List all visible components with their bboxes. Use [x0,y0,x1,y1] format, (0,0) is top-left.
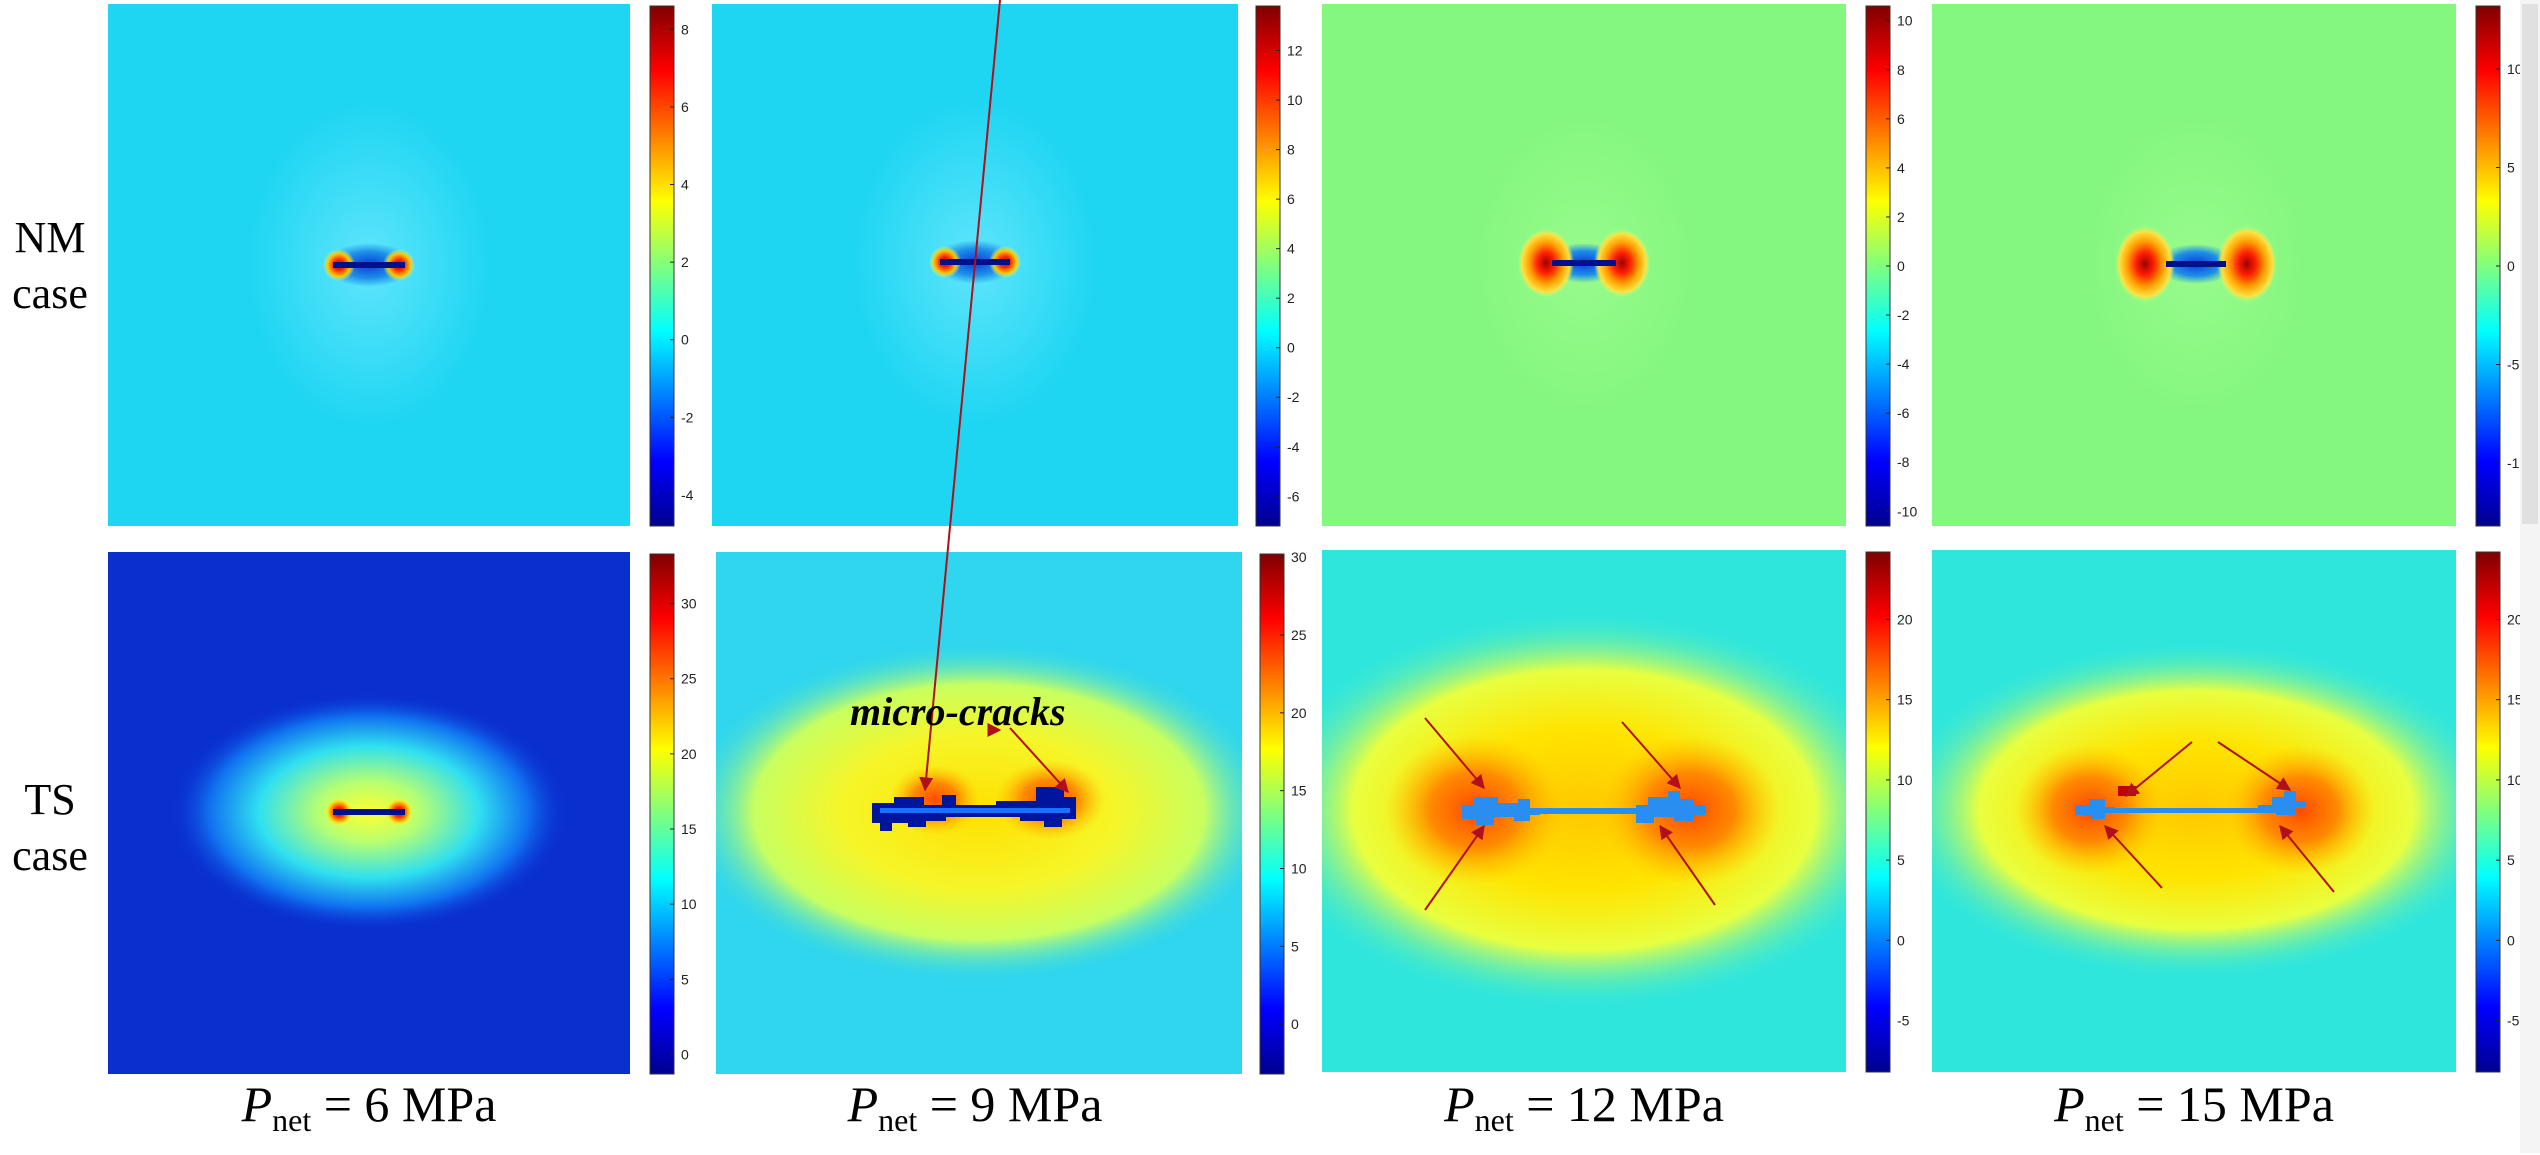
colorbar-tick-label: 2 [681,254,689,270]
pnet-label-6: Pnet = 6 MPa [108,1075,630,1155]
row-label-nm-line2: case [12,269,88,318]
colorbar-tick-label: 20 [681,746,697,762]
colorbar-tick-label: 6 [681,99,689,115]
pnet-symbol: P [241,1076,273,1132]
colorbar-tick-label: 5 [1897,852,1905,868]
panel-nm-12 [1322,4,1846,526]
colorbar-tick-label: -2 [1287,389,1300,405]
colorbar-tick-label: 20 [1291,705,1307,721]
colorbar-ts-6 [649,553,675,1075]
colorbar-tick-label: -2 [1897,307,1910,323]
colorbar-tick-label: -4 [681,487,694,503]
colorbar-tick-label: 10 [2507,61,2523,77]
colorbar-tick-label: -5 [1897,1013,1910,1029]
pnet-value: = 9 MPa [917,1076,1103,1132]
colorbar-tick-label: 0 [1291,1016,1299,1032]
colorbar-tick-label: 15 [681,821,697,837]
colorbar-tick-label: 4 [681,177,689,193]
pnet-label-9: Pnet = 9 MPa [712,1075,1238,1155]
colorbar-tick-label: 10 [2507,772,2523,788]
colorbar-tick-label: 2 [1287,290,1295,306]
colorbar-tick-label: 15 [1897,692,1913,708]
colorbar-ts-15 [2475,551,2501,1073]
pnet-subscript: net [1474,1102,1514,1138]
colorbar-tick-label: -4 [1897,356,1910,372]
colorbar-tick-label: 10 [1287,92,1303,108]
colorbar-tick-label: 2 [1897,209,1905,225]
colorbar-tick-label: 0 [1897,258,1905,274]
scrollbar-thumb[interactable] [2522,4,2538,524]
row-label-ts-line1: TS [24,775,76,824]
panel-ts-6 [108,552,630,1074]
colorbar-tick-label: 30 [1291,549,1307,565]
pnet-symbol: P [1444,1076,1475,1132]
colorbar-tick-label: 0 [1287,340,1295,356]
pnet-label-12: Pnet = 12 MPa [1322,1075,1846,1155]
colorbar-nm-6 [649,5,675,527]
colorbar-tick-label: 4 [1897,160,1905,176]
micro-cracks-label: micro-cracks [850,689,1066,734]
pnet-subscript: net [2084,1102,2124,1138]
pnet-value: = 12 MPa [1513,1076,1724,1132]
pnet-value: = 15 MPa [2123,1076,2334,1132]
annotation-arrows [919,0,2335,911]
panel-ts-9 [716,552,1242,1074]
colorbar-tick-label: 5 [1291,938,1299,954]
colorbar-tick-label: -8 [1897,454,1910,470]
colorbar-tick-label: 10 [1897,772,1913,788]
colorbars: 86420-2-4121086420-2-4-61086420-2-4-6-8-… [649,5,2527,1075]
colorbar-tick-label: 8 [681,21,689,37]
colorbar-tick-label: 5 [2507,160,2515,176]
panel-nm-6 [108,4,630,526]
colorbar-tick-label: -2 [681,409,694,425]
colorbar-tick-label: 5 [681,971,689,987]
colorbar-tick-label: -10 [1897,503,1917,519]
row-label-ts: TS case [0,772,100,884]
colorbar-tick-label: 0 [1897,932,1905,948]
colorbar-tick-label: 4 [1287,241,1295,257]
panel-ts-15 [1932,550,2456,1072]
colorbar-tick-label: 15 [1291,783,1307,799]
colorbar-tick-label: 5 [2507,852,2515,868]
colorbar-tick-label: 25 [681,671,697,687]
colorbar-tick-label: -6 [1287,488,1300,504]
colorbar-ts-9 [1259,553,1285,1075]
row-label-ts-line2: case [12,831,88,880]
colorbar-tick-label: 10 [1897,13,1913,29]
colorbar-tick-label: 0 [681,332,689,348]
panel-nm-15 [1932,4,2456,526]
row-label-nm-line1: NM [14,213,86,262]
colorbar-tick-label: -6 [1897,405,1910,421]
colorbar-tick-label: -4 [1287,439,1300,455]
colorbar-tick-label: 10 [681,896,697,912]
colorbar-tick-label: 8 [1897,62,1905,78]
pnet-symbol: P [2054,1076,2085,1132]
colorbar-tick-label: 8 [1287,142,1295,158]
panel-ts-12 [1322,550,1846,1072]
colorbar-tick-label: 0 [681,1046,689,1062]
pnet-subscript: net [272,1102,312,1138]
pnet-subscript: net [878,1102,918,1138]
colorbar-tick-label: 12 [1287,43,1303,59]
colorbar-tick-label: 0 [2507,258,2515,274]
pnet-symbol: P [847,1076,879,1132]
colorbar-tick-label: 0 [2507,932,2515,948]
colorbar-tick-label: 20 [1897,611,1913,627]
colorbar-tick-label: 6 [1897,111,1905,127]
pnet-value: = 6 MPa [311,1076,497,1132]
colorbar-nm-9 [1255,5,1281,527]
pnet-label-15: Pnet = 15 MPa [1932,1075,2456,1155]
colorbar-tick-label: -5 [2507,1013,2520,1029]
colorbar-tick-label: 15 [2507,692,2523,708]
colorbar-tick-label: 6 [1287,191,1295,207]
colorbar-ts-12 [1865,551,1891,1073]
colorbar-tick-label: 10 [1291,860,1307,876]
colorbar-tick-label: 25 [1291,627,1307,643]
row-label-nm: NM case [0,210,100,322]
colorbar-tick-label: -5 [2507,356,2520,372]
colorbar-tick-label: 30 [681,596,697,612]
colorbar-tick-label: 20 [2507,611,2523,627]
